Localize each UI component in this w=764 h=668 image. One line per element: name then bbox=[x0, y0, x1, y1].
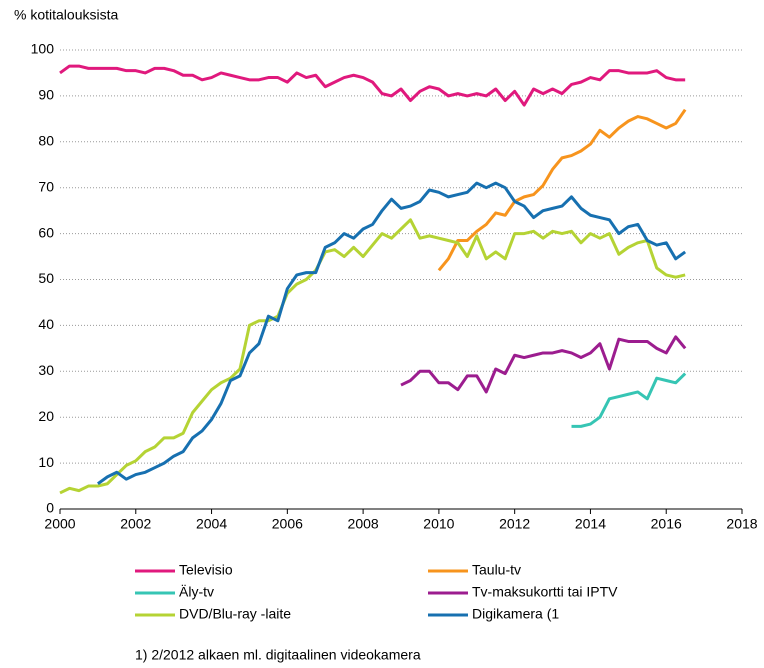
y-tick-label: 90 bbox=[38, 87, 54, 103]
legend-label: Digikamera (1 bbox=[472, 606, 559, 622]
y-tick-label: 100 bbox=[31, 41, 55, 57]
x-tick-label: 2002 bbox=[120, 516, 151, 532]
y-axis-label: % kotitalouksista bbox=[14, 7, 118, 23]
y-tick-label: 60 bbox=[38, 224, 54, 240]
y-tick-label: 40 bbox=[38, 316, 54, 332]
legend-label: Televisio bbox=[179, 562, 233, 578]
legend-label: Äly-tv bbox=[179, 584, 214, 600]
series-line bbox=[59, 64, 686, 107]
series-line bbox=[59, 218, 686, 495]
y-tick-label: 70 bbox=[38, 178, 54, 194]
footnote: 1) 2/2012 alkaen ml. digitaalinen videok… bbox=[135, 647, 421, 663]
x-tick-label: 2008 bbox=[348, 516, 379, 532]
series-line bbox=[400, 335, 687, 394]
legend-label: DVD/Blu-ray -laite bbox=[179, 606, 291, 622]
legend-label: Taulu-tv bbox=[472, 562, 521, 578]
legend-label: Tv-maksukortti tai IPTV bbox=[472, 584, 618, 600]
x-tick-label: 2016 bbox=[651, 516, 682, 532]
x-tick-label: 2012 bbox=[499, 516, 530, 532]
series-line bbox=[97, 181, 687, 485]
x-tick-label: 2018 bbox=[726, 516, 757, 532]
y-tick-label: 80 bbox=[38, 133, 54, 149]
x-tick-label: 2006 bbox=[272, 516, 303, 532]
x-tick-label: 2010 bbox=[423, 516, 454, 532]
series-line bbox=[571, 372, 687, 428]
y-tick-label: 0 bbox=[46, 500, 54, 516]
series-line bbox=[437, 108, 687, 272]
y-tick-label: 20 bbox=[38, 408, 54, 424]
y-tick-label: 50 bbox=[38, 270, 54, 286]
x-tick-label: 2000 bbox=[44, 516, 75, 532]
y-tick-label: 10 bbox=[38, 454, 54, 470]
y-tick-label: 30 bbox=[38, 362, 54, 378]
x-tick-label: 2004 bbox=[196, 516, 227, 532]
x-tick-label: 2014 bbox=[575, 516, 606, 532]
